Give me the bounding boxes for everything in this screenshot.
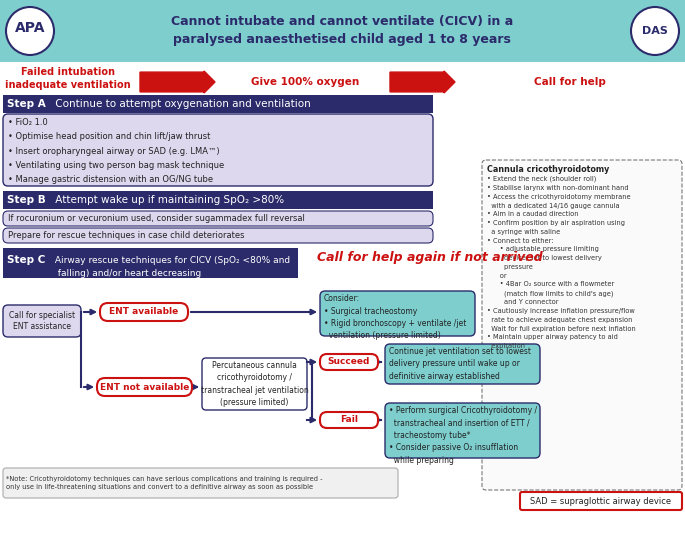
Text: ENT not available: ENT not available <box>100 383 189 391</box>
Text: • Perform surgical Cricothyroidotomy /
  transtracheal and insertion of ETT /
  : • Perform surgical Cricothyroidotomy / t… <box>389 406 537 465</box>
Text: Step A: Step A <box>7 99 46 109</box>
Text: Succeed: Succeed <box>328 358 370 367</box>
FancyBboxPatch shape <box>3 114 433 186</box>
FancyBboxPatch shape <box>3 228 433 243</box>
Text: Continue to attempt oxygenation and ventilation: Continue to attempt oxygenation and vent… <box>52 99 311 109</box>
Bar <box>3 248 298 278</box>
FancyBboxPatch shape <box>202 358 307 410</box>
FancyBboxPatch shape <box>320 412 378 428</box>
Text: Attempt wake up if maintaining SpO₂ >80%: Attempt wake up if maintaining SpO₂ >80% <box>52 195 284 205</box>
Bar <box>3 95 433 113</box>
Text: Percutaneous cannula
cricothyroidotomy /
transtracheal jet ventilation
(pressure: Percutaneous cannula cricothyroidotomy /… <box>201 361 308 407</box>
FancyBboxPatch shape <box>100 303 188 321</box>
Text: Step B: Step B <box>7 195 46 205</box>
Text: Prepare for rescue techniques in case child deteriorates: Prepare for rescue techniques in case ch… <box>8 231 245 240</box>
FancyBboxPatch shape <box>385 403 540 458</box>
Text: Consider:
• Surgical tracheostomy
• Rigid bronchoscopy + ventilate /jet
  ventil: Consider: • Surgical tracheostomy • Rigi… <box>324 294 466 340</box>
FancyBboxPatch shape <box>320 354 378 370</box>
Circle shape <box>6 7 54 55</box>
FancyBboxPatch shape <box>3 305 81 337</box>
Text: • Extend the neck (shoulder roll)
• Stabilise larynx with non-dominant hand
• Ac: • Extend the neck (shoulder roll) • Stab… <box>487 176 636 349</box>
Text: ENT available: ENT available <box>110 308 179 316</box>
Text: Call for help: Call for help <box>534 77 606 87</box>
Text: Continue jet ventilation set to lowest
delivery pressure until wake up or
defini: Continue jet ventilation set to lowest d… <box>389 347 531 381</box>
Text: • FiO₂ 1.0
• Optimise head position and chin lift/jaw thrust
• Insert oropharyng: • FiO₂ 1.0 • Optimise head position and … <box>8 118 224 184</box>
Text: Step C: Step C <box>7 255 45 265</box>
Bar <box>3 191 433 209</box>
Text: Call for help again if not arrived: Call for help again if not arrived <box>317 251 543 264</box>
Text: APA: APA <box>15 21 45 35</box>
FancyBboxPatch shape <box>320 291 475 336</box>
FancyBboxPatch shape <box>482 160 682 490</box>
Text: Call for specialist
ENT assistance: Call for specialist ENT assistance <box>9 311 75 331</box>
Text: Failed intubation
inadequate ventilation: Failed intubation inadequate ventilation <box>5 67 131 90</box>
FancyBboxPatch shape <box>3 211 433 226</box>
FancyBboxPatch shape <box>385 344 540 384</box>
Circle shape <box>631 7 679 55</box>
Text: SAD = supraglottic airway device: SAD = supraglottic airway device <box>530 496 671 505</box>
Text: paralysed anaesthetised child aged 1 to 8 years: paralysed anaesthetised child aged 1 to … <box>173 33 511 47</box>
Text: If rocuronium or vecuronium used, consider sugammadex full reversal: If rocuronium or vecuronium used, consid… <box>8 214 305 223</box>
Polygon shape <box>140 71 215 93</box>
Text: *Note: Cricothyroidotomy techniques can have serious complications and training : *Note: Cricothyroidotomy techniques can … <box>6 476 323 490</box>
Text: DAS: DAS <box>642 26 668 36</box>
FancyBboxPatch shape <box>520 492 682 510</box>
Text: Fail: Fail <box>340 415 358 425</box>
Polygon shape <box>390 71 455 93</box>
Text: Airway rescue techniques for CICV (SpO₂ <80% and
  falling) and/or heart decreas: Airway rescue techniques for CICV (SpO₂ … <box>52 256 290 278</box>
Bar <box>0 0 685 62</box>
FancyBboxPatch shape <box>3 468 398 498</box>
Text: Cannula cricothyroidotomy: Cannula cricothyroidotomy <box>487 165 610 174</box>
FancyBboxPatch shape <box>97 378 192 396</box>
Text: Cannot intubate and cannot ventilate (CICV) in a: Cannot intubate and cannot ventilate (CI… <box>171 14 513 27</box>
Text: Give 100% oxygen: Give 100% oxygen <box>251 77 359 87</box>
